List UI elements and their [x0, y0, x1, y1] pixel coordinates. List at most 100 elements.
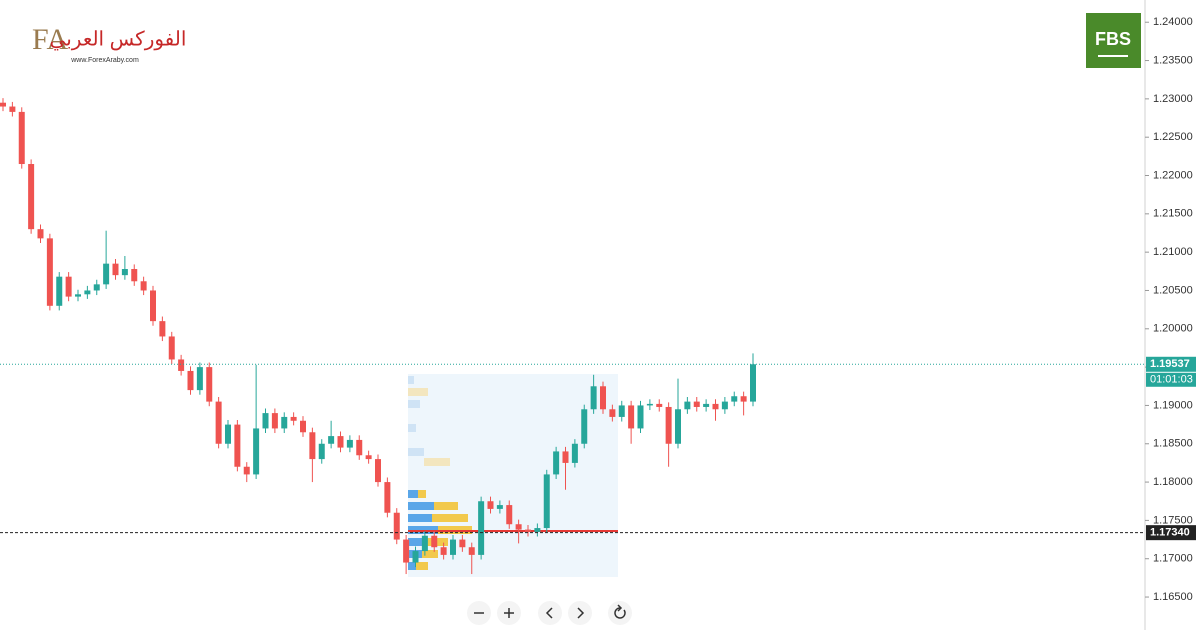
y-tick-label: 1.21500: [1153, 208, 1193, 220]
candle-body: [196, 367, 203, 391]
candle-body: [712, 403, 719, 410]
y-tick-label: 1.17500: [1153, 514, 1193, 526]
candle-body: [0, 102, 6, 107]
candle-body: [9, 106, 16, 112]
candle-body: [450, 539, 456, 555]
candle-body: [665, 406, 672, 444]
candle-body: [403, 539, 410, 563]
candle-body: [496, 505, 503, 509]
candle-body: [684, 401, 691, 410]
candle-body: [431, 535, 438, 548]
scroll-left-button[interactable]: [538, 601, 562, 625]
logo-site: www.ForexAraby.com: [70, 57, 139, 64]
candle-body: [637, 405, 644, 429]
candle-body: [375, 459, 381, 483]
candle-body: [600, 386, 606, 410]
candle-body: [112, 263, 119, 276]
candle-body: [140, 281, 147, 291]
candle-body: [421, 535, 428, 552]
candle-body: [309, 432, 316, 460]
candle-body: [37, 229, 44, 239]
y-tick-label: 1.20500: [1153, 284, 1193, 296]
candle-body: [515, 524, 522, 530]
logo: FA الفوركس العربي www.ForexAraby.com: [32, 23, 186, 64]
candle-body: [750, 364, 756, 402]
candle-body: [103, 263, 110, 285]
candle-body: [393, 512, 400, 540]
candle-body: [271, 413, 278, 429]
scroll-right-button[interactable]: [568, 601, 592, 625]
candle-body: [18, 111, 25, 165]
y-tick-label: 1.18000: [1153, 476, 1193, 488]
candle-body: [253, 428, 260, 475]
candle-body: [365, 455, 372, 460]
y-tick-label: 1.20000: [1153, 323, 1193, 335]
candle-body: [459, 539, 466, 548]
candle-body: [168, 336, 175, 360]
broker-logo: FBS: [1086, 13, 1141, 68]
candle-body: [234, 424, 241, 467]
candle-body: [656, 403, 663, 407]
candle-body: [553, 451, 560, 475]
y-tick-label: 1.24000: [1153, 16, 1193, 28]
candle-body: [384, 482, 391, 513]
candle-body: [318, 443, 325, 460]
candle-body: [412, 551, 419, 563]
candle-body: [562, 451, 569, 463]
candle-body: [731, 396, 738, 402]
candle-body: [618, 405, 625, 417]
candle-body: [328, 436, 335, 444]
level-box: [1146, 525, 1196, 541]
candle-body: [581, 409, 588, 444]
logo-mark: FA: [32, 23, 68, 56]
countdown-label: 01:01:03: [1150, 374, 1193, 386]
candle-body: [675, 409, 681, 444]
candle-body: [178, 359, 185, 371]
candle-body: [525, 529, 531, 532]
candle-body: [75, 294, 81, 297]
candle-body: [300, 420, 306, 433]
y-tick-label: 1.22500: [1153, 131, 1193, 143]
candle-body: [590, 386, 597, 410]
candle-body: [281, 416, 288, 429]
candle-body: [487, 501, 494, 509]
candle-body: [506, 505, 513, 525]
candle-body: [65, 276, 72, 297]
candle-body: [206, 367, 213, 402]
candle-body: [215, 401, 222, 444]
candle-body: [150, 290, 156, 322]
candle-body: [187, 370, 194, 391]
candle-body: [159, 321, 166, 337]
candle-body: [93, 284, 100, 291]
last-price-box: [1146, 356, 1196, 372]
candle-body: [28, 164, 35, 230]
candle-body: [693, 401, 700, 407]
candle-body: [337, 436, 344, 448]
broker-name: FBS: [1095, 29, 1131, 49]
candle-body: [740, 396, 747, 402]
y-tick-label: 1.23500: [1153, 54, 1193, 66]
candle-body: [543, 474, 550, 529]
y-tick-label: 1.17000: [1153, 553, 1193, 565]
logo-arabic: الفوركس العربي: [50, 28, 187, 50]
candle-body: [290, 416, 297, 421]
reset-button[interactable]: [608, 601, 632, 625]
candle-body: [478, 501, 485, 555]
candle-body: [346, 439, 353, 448]
y-tick-label: 1.19000: [1153, 399, 1193, 411]
candle-body: [56, 276, 63, 306]
candle-body: [46, 238, 53, 306]
y-tick-label: 1.22000: [1153, 169, 1193, 181]
candle-body: [440, 547, 447, 555]
candle-body: [356, 439, 363, 456]
candle-body: [646, 403, 653, 406]
volume-profile: [408, 374, 618, 577]
candle-body: [262, 413, 269, 429]
y-tick-label: 1.16500: [1153, 591, 1193, 603]
candle-body: [703, 403, 710, 407]
candle-body: [243, 466, 250, 475]
nav-buttons[interactable]: [467, 601, 632, 625]
y-tick-label: 1.21000: [1153, 246, 1193, 258]
level-label: 1.17340: [1150, 527, 1190, 539]
